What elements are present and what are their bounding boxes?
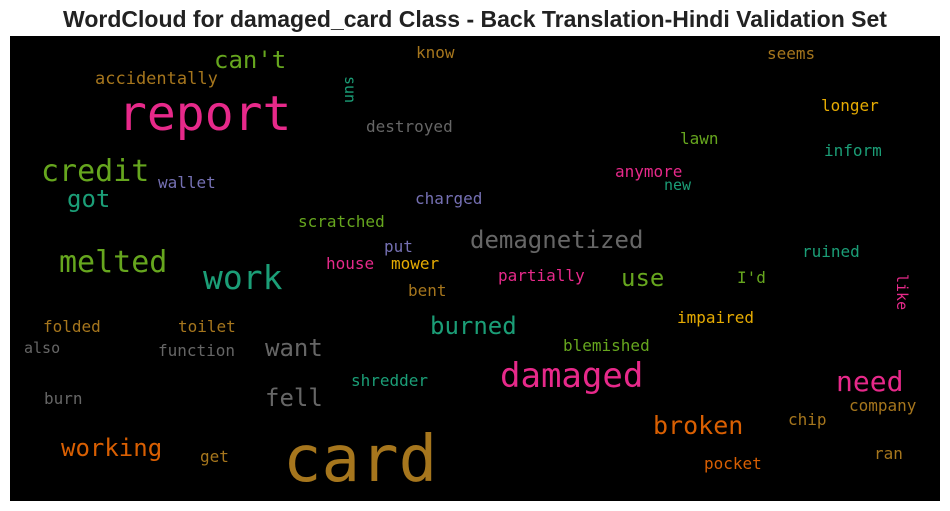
word-report: report <box>118 86 292 142</box>
chart-title: WordCloud for damaged_card Class - Back … <box>63 6 887 32</box>
word-id: I'd <box>737 268 766 287</box>
word-blemished: blemished <box>563 336 650 355</box>
word-ruined: ruined <box>802 242 860 261</box>
word-longer: longer <box>821 96 879 115</box>
word-know: know <box>416 43 455 62</box>
word-ran: ran <box>874 444 903 463</box>
word-like: like <box>893 274 911 311</box>
word-credit: credit <box>41 154 150 189</box>
word-damaged: damaged <box>500 356 644 396</box>
word-charged: charged <box>415 189 483 208</box>
word-company: company <box>849 396 917 415</box>
word-working: working <box>61 434 163 462</box>
word-card: card <box>283 423 438 497</box>
word-mower: mower <box>391 254 440 273</box>
word-lawn: lawn <box>680 129 719 148</box>
word-scratched: scratched <box>298 212 385 231</box>
word-melted: melted <box>59 245 168 280</box>
word-sun: sun <box>341 76 359 104</box>
word-get: get <box>200 447 229 466</box>
word-got: got <box>67 185 111 213</box>
word-folded: folded <box>43 317 101 336</box>
word-pocket: pocket <box>704 454 762 473</box>
word-inform: inform <box>824 141 882 160</box>
word-put: put <box>384 237 413 256</box>
word-accidentally: accidentally <box>95 69 218 89</box>
word-work: work <box>203 258 283 297</box>
word-anymore: anymore <box>615 162 683 181</box>
word-chip: chip <box>788 410 827 429</box>
word-burned: burned <box>430 312 517 340</box>
word-wallet: wallet <box>158 173 216 192</box>
word-house: house <box>326 254 375 273</box>
word-demagnetized: demagnetized <box>470 226 644 254</box>
word-bent: bent <box>408 281 447 300</box>
word-want: want <box>265 334 323 362</box>
word-impaired: impaired <box>677 308 755 327</box>
word-burn: burn <box>44 389 83 408</box>
word-toilet: toilet <box>178 317 236 336</box>
word-fell: fell <box>265 384 323 412</box>
word-also: also <box>24 339 61 357</box>
word-partially: partially <box>498 266 585 285</box>
word-destroyed: destroyed <box>366 117 453 136</box>
word-broken: broken <box>653 411 744 440</box>
word-function: function <box>158 341 236 360</box>
word-seems: seems <box>767 44 816 63</box>
word-new: new <box>664 176 692 194</box>
word-shredder: shredder <box>351 371 429 390</box>
word-cant: can't <box>214 46 287 74</box>
wordcloud-canvas: card report damaged credit melted work d… <box>10 36 940 501</box>
word-need: need <box>836 365 904 398</box>
word-use: use <box>621 264 665 292</box>
